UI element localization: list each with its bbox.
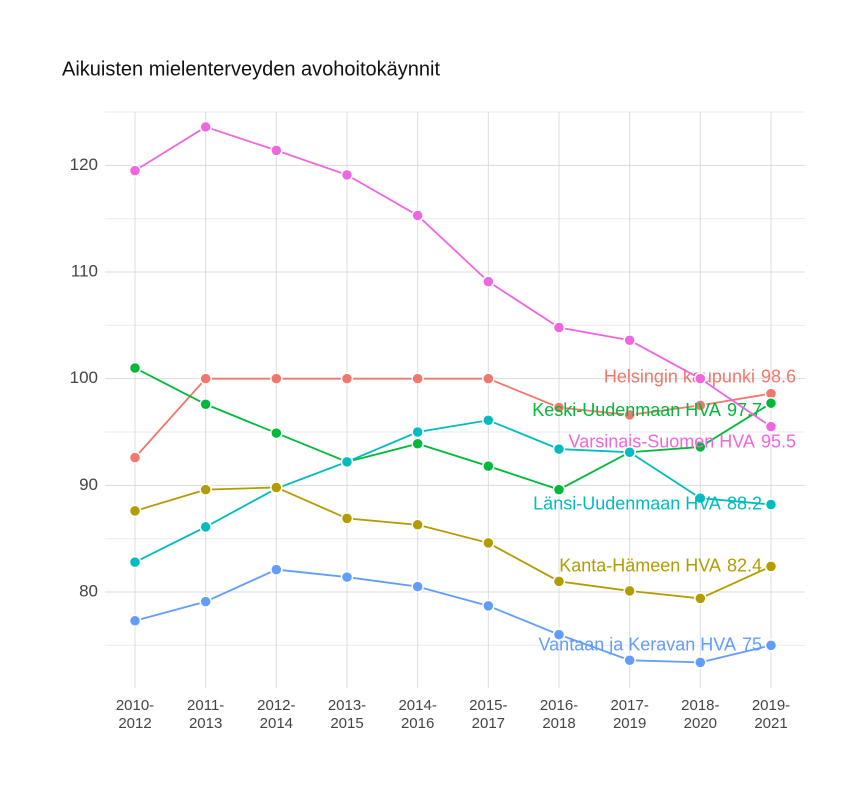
y-tick-label: 110 (71, 261, 98, 280)
series-line (134, 367, 772, 491)
point (623, 584, 636, 598)
point (128, 555, 142, 569)
point (694, 491, 707, 505)
point (199, 372, 212, 385)
series-line (134, 377, 772, 459)
point (623, 408, 636, 422)
y-tick-label: 90 (79, 475, 98, 494)
point (694, 372, 707, 385)
point (199, 520, 212, 534)
x-tick-label: 2013-2015 (328, 697, 366, 732)
y-tick-label: 100 (70, 368, 98, 387)
point (764, 396, 778, 410)
point (623, 654, 636, 667)
point (411, 518, 424, 532)
point (128, 164, 142, 177)
series-line (134, 125, 772, 428)
x-tick-label: 2014-2016 (398, 697, 436, 732)
point (552, 628, 566, 641)
series-end-value: 88.2 (727, 493, 762, 513)
chart-title: Aikuisten mielenterveyden avohoitokäynni… (62, 58, 440, 80)
point (270, 426, 283, 440)
point (764, 639, 778, 652)
point (552, 401, 566, 414)
point (623, 334, 636, 347)
y-tick-label: 80 (79, 581, 98, 600)
series-name: Kanta-Hämeen HVA (559, 555, 721, 575)
point (128, 451, 142, 464)
point (552, 483, 566, 496)
series-name: Varsinais-Suomen HVA (569, 431, 755, 451)
series-end-value: 82.4 (727, 555, 762, 575)
point (340, 512, 354, 525)
series-label: Keski-Uudenmaan HVA 97.7 (532, 400, 762, 420)
point (128, 361, 142, 375)
series-label: Kanta-Hämeen HVA 82.4 (559, 555, 762, 575)
point (552, 321, 566, 334)
point (411, 437, 424, 450)
point (270, 481, 283, 494)
point (552, 442, 566, 456)
point (552, 575, 566, 588)
point (482, 275, 495, 288)
x-tick-label: 2016-2018 (540, 697, 578, 732)
point (623, 446, 636, 459)
x-tick-label: 2015-2017 (469, 697, 507, 732)
series-line (134, 419, 772, 563)
point (128, 504, 142, 518)
point (764, 560, 778, 573)
point (199, 595, 212, 608)
point (764, 420, 778, 433)
series-label: Länsi-Uudenmaan HVA 88.2 (533, 493, 762, 513)
series-end-value: 95.5 (761, 431, 796, 451)
x-tick-label: 2010-2012 (116, 697, 154, 732)
series-label: Varsinais-Suomen HVA 95.5 (569, 431, 796, 451)
x-tick-label: 2018-2020 (681, 697, 719, 732)
point (482, 414, 495, 427)
point (482, 372, 495, 385)
series-label: Vantaan ja Keravan HVA 75 (539, 634, 763, 654)
series-end-value: 75 (742, 634, 762, 654)
point (694, 592, 707, 605)
point (199, 398, 212, 411)
point (694, 656, 707, 669)
series-label: Helsingin kaupunki 98.6 (604, 366, 796, 386)
series-line (134, 568, 772, 664)
series-end-value: 98.6 (761, 366, 796, 386)
point (128, 614, 142, 628)
point (411, 372, 424, 385)
x-tick-label: 2017-2019 (610, 697, 648, 732)
point (199, 120, 212, 134)
x-tick-label: 2019-2021 (752, 697, 790, 732)
point (411, 425, 424, 439)
point (411, 580, 424, 593)
x-tick-label: 2012-2014 (257, 697, 295, 732)
point (270, 563, 283, 576)
point (694, 440, 707, 454)
series-name: Vantaan ja Keravan HVA (539, 634, 736, 654)
point (270, 372, 283, 385)
point (340, 168, 354, 182)
point (764, 498, 778, 511)
point (482, 599, 495, 613)
series-name: Länsi-Uudenmaan HVA (533, 493, 721, 513)
series-line (134, 486, 772, 600)
point (340, 570, 354, 584)
point (482, 536, 495, 550)
point (340, 455, 354, 469)
point (199, 483, 212, 496)
point (340, 372, 354, 385)
point (411, 209, 424, 222)
point (694, 399, 707, 412)
series-name: Helsingin kaupunki (604, 366, 755, 386)
point (270, 144, 283, 157)
series-name: Keski-Uudenmaan HVA (532, 400, 721, 420)
x-tick-label: 2011-2013 (187, 697, 224, 732)
point (482, 459, 495, 473)
y-tick-label: 120 (70, 155, 98, 174)
